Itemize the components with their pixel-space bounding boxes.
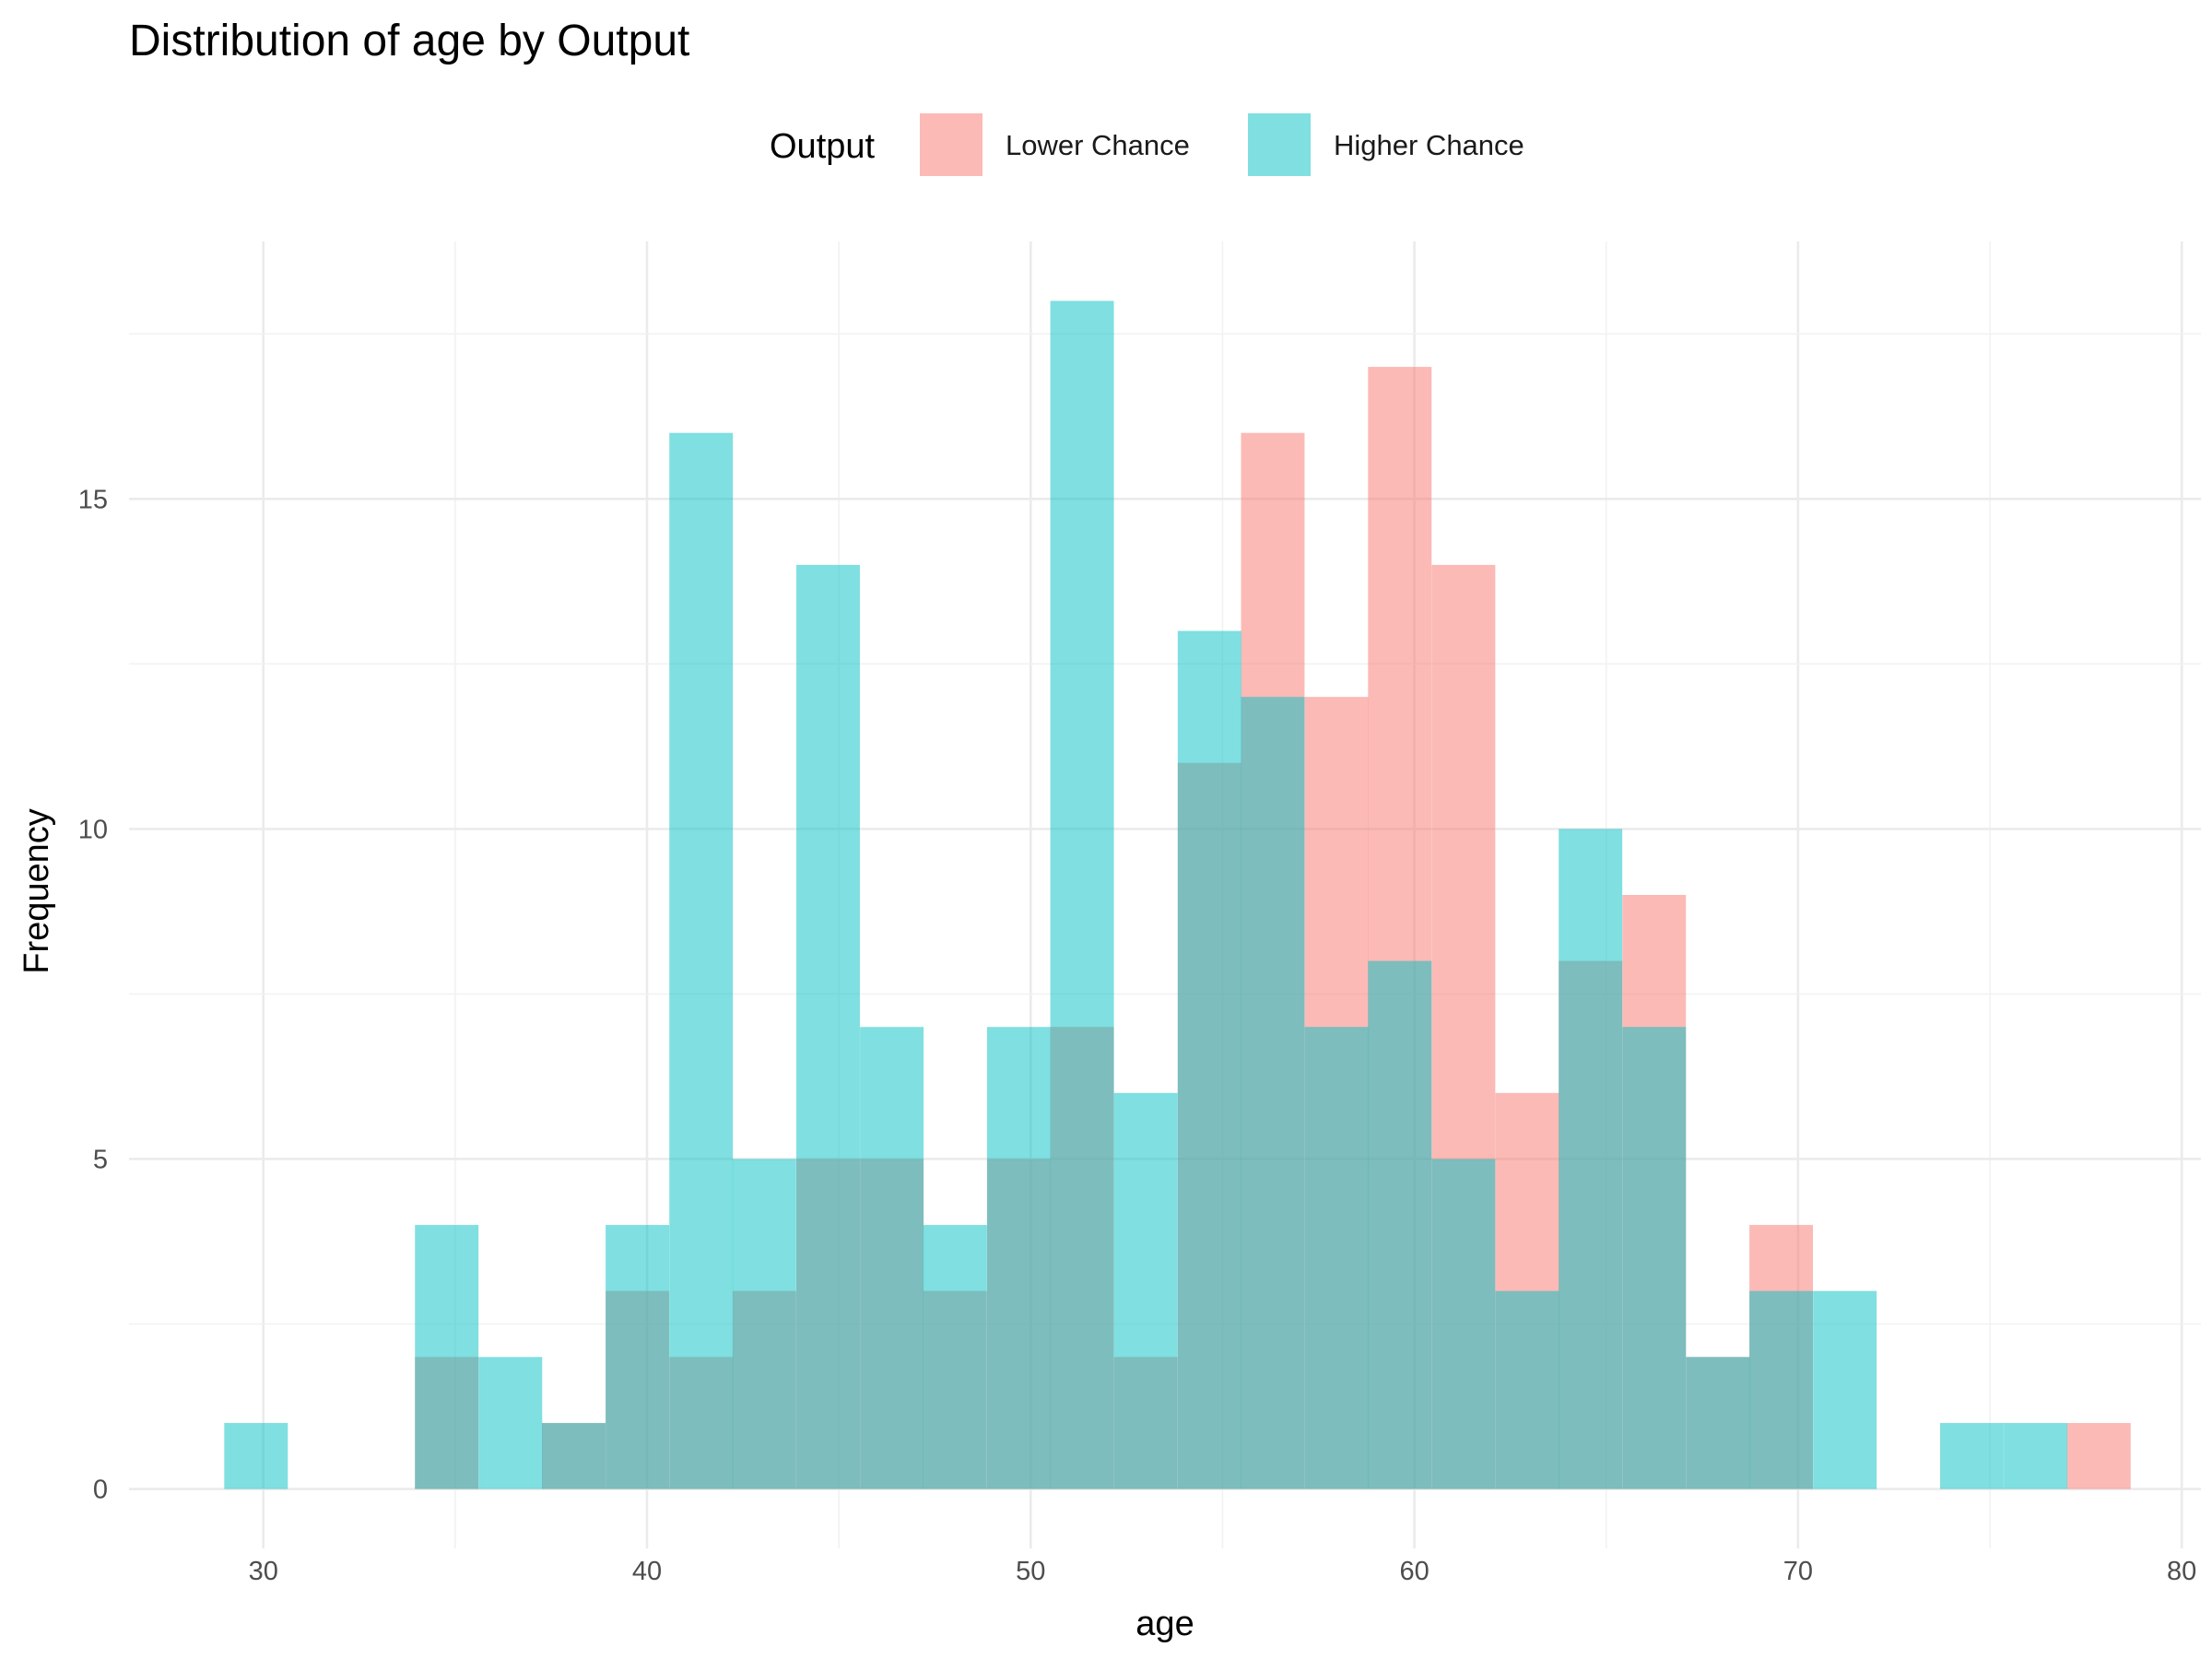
bar-lower-chance xyxy=(2066,1422,2131,1489)
bar-higher-chance xyxy=(1368,960,1432,1489)
bar-higher-chance xyxy=(224,1422,288,1489)
bar-higher-chance xyxy=(1495,1290,1559,1489)
legend-key xyxy=(1248,113,1311,176)
y-tick-label: 5 xyxy=(93,1145,108,1174)
legend-label: Lower Chance xyxy=(1006,129,1190,161)
bar-higher-chance xyxy=(1113,1092,1178,1489)
bar-higher-chance xyxy=(796,564,860,1489)
bar-higher-chance xyxy=(2004,1422,2068,1489)
chart-title: Distribution of age by Output xyxy=(129,17,689,65)
bar-higher-chance xyxy=(1241,697,1305,1489)
bar-higher-chance xyxy=(1559,829,1623,1489)
y-axis-title: Frequency xyxy=(18,808,56,974)
bar-higher-chance xyxy=(1304,1027,1369,1489)
bar-higher-chance xyxy=(606,1225,670,1489)
y-axis-ticks: 0 5 10 15 xyxy=(78,485,108,1504)
y-tick-label: 15 xyxy=(78,485,108,514)
bar-higher-chance xyxy=(1050,300,1114,1489)
bar-higher-chance xyxy=(732,1159,796,1489)
x-axis-ticks: 30 40 50 60 70 80 xyxy=(249,1557,2197,1586)
legend: Output Lower Chance Higher Chance xyxy=(770,113,1524,176)
bar-higher-chance xyxy=(478,1357,543,1489)
bar-higher-chance xyxy=(1622,1027,1687,1489)
x-axis-title: age xyxy=(1135,1605,1194,1643)
y-tick-label: 10 xyxy=(78,815,108,844)
x-tick-label: 40 xyxy=(632,1557,662,1586)
series-higher-chance xyxy=(224,300,2068,1489)
bar-higher-chance xyxy=(986,1027,1051,1489)
bar-higher-chance xyxy=(923,1225,987,1489)
bar-higher-chance xyxy=(1940,1422,2004,1489)
x-tick-label: 60 xyxy=(1399,1557,1429,1586)
bar-higher-chance xyxy=(1813,1290,1877,1489)
bar-higher-chance xyxy=(415,1225,479,1489)
x-tick-label: 30 xyxy=(249,1557,278,1586)
legend-title: Output xyxy=(770,127,876,166)
bar-higher-chance xyxy=(860,1027,924,1489)
x-tick-label: 70 xyxy=(1783,1557,1813,1586)
bar-higher-chance xyxy=(1686,1357,1750,1489)
bar-higher-chance xyxy=(1749,1290,1814,1489)
x-tick-label: 50 xyxy=(1016,1557,1045,1586)
legend-label: Higher Chance xyxy=(1334,129,1524,161)
bar-higher-chance xyxy=(1431,1159,1496,1489)
x-tick-label: 80 xyxy=(2167,1557,2196,1586)
bar-higher-chance xyxy=(669,432,734,1489)
bar-higher-chance xyxy=(1177,630,1241,1489)
y-tick-label: 0 xyxy=(93,1476,108,1505)
legend-key xyxy=(920,113,982,176)
bar-higher-chance xyxy=(542,1422,606,1489)
